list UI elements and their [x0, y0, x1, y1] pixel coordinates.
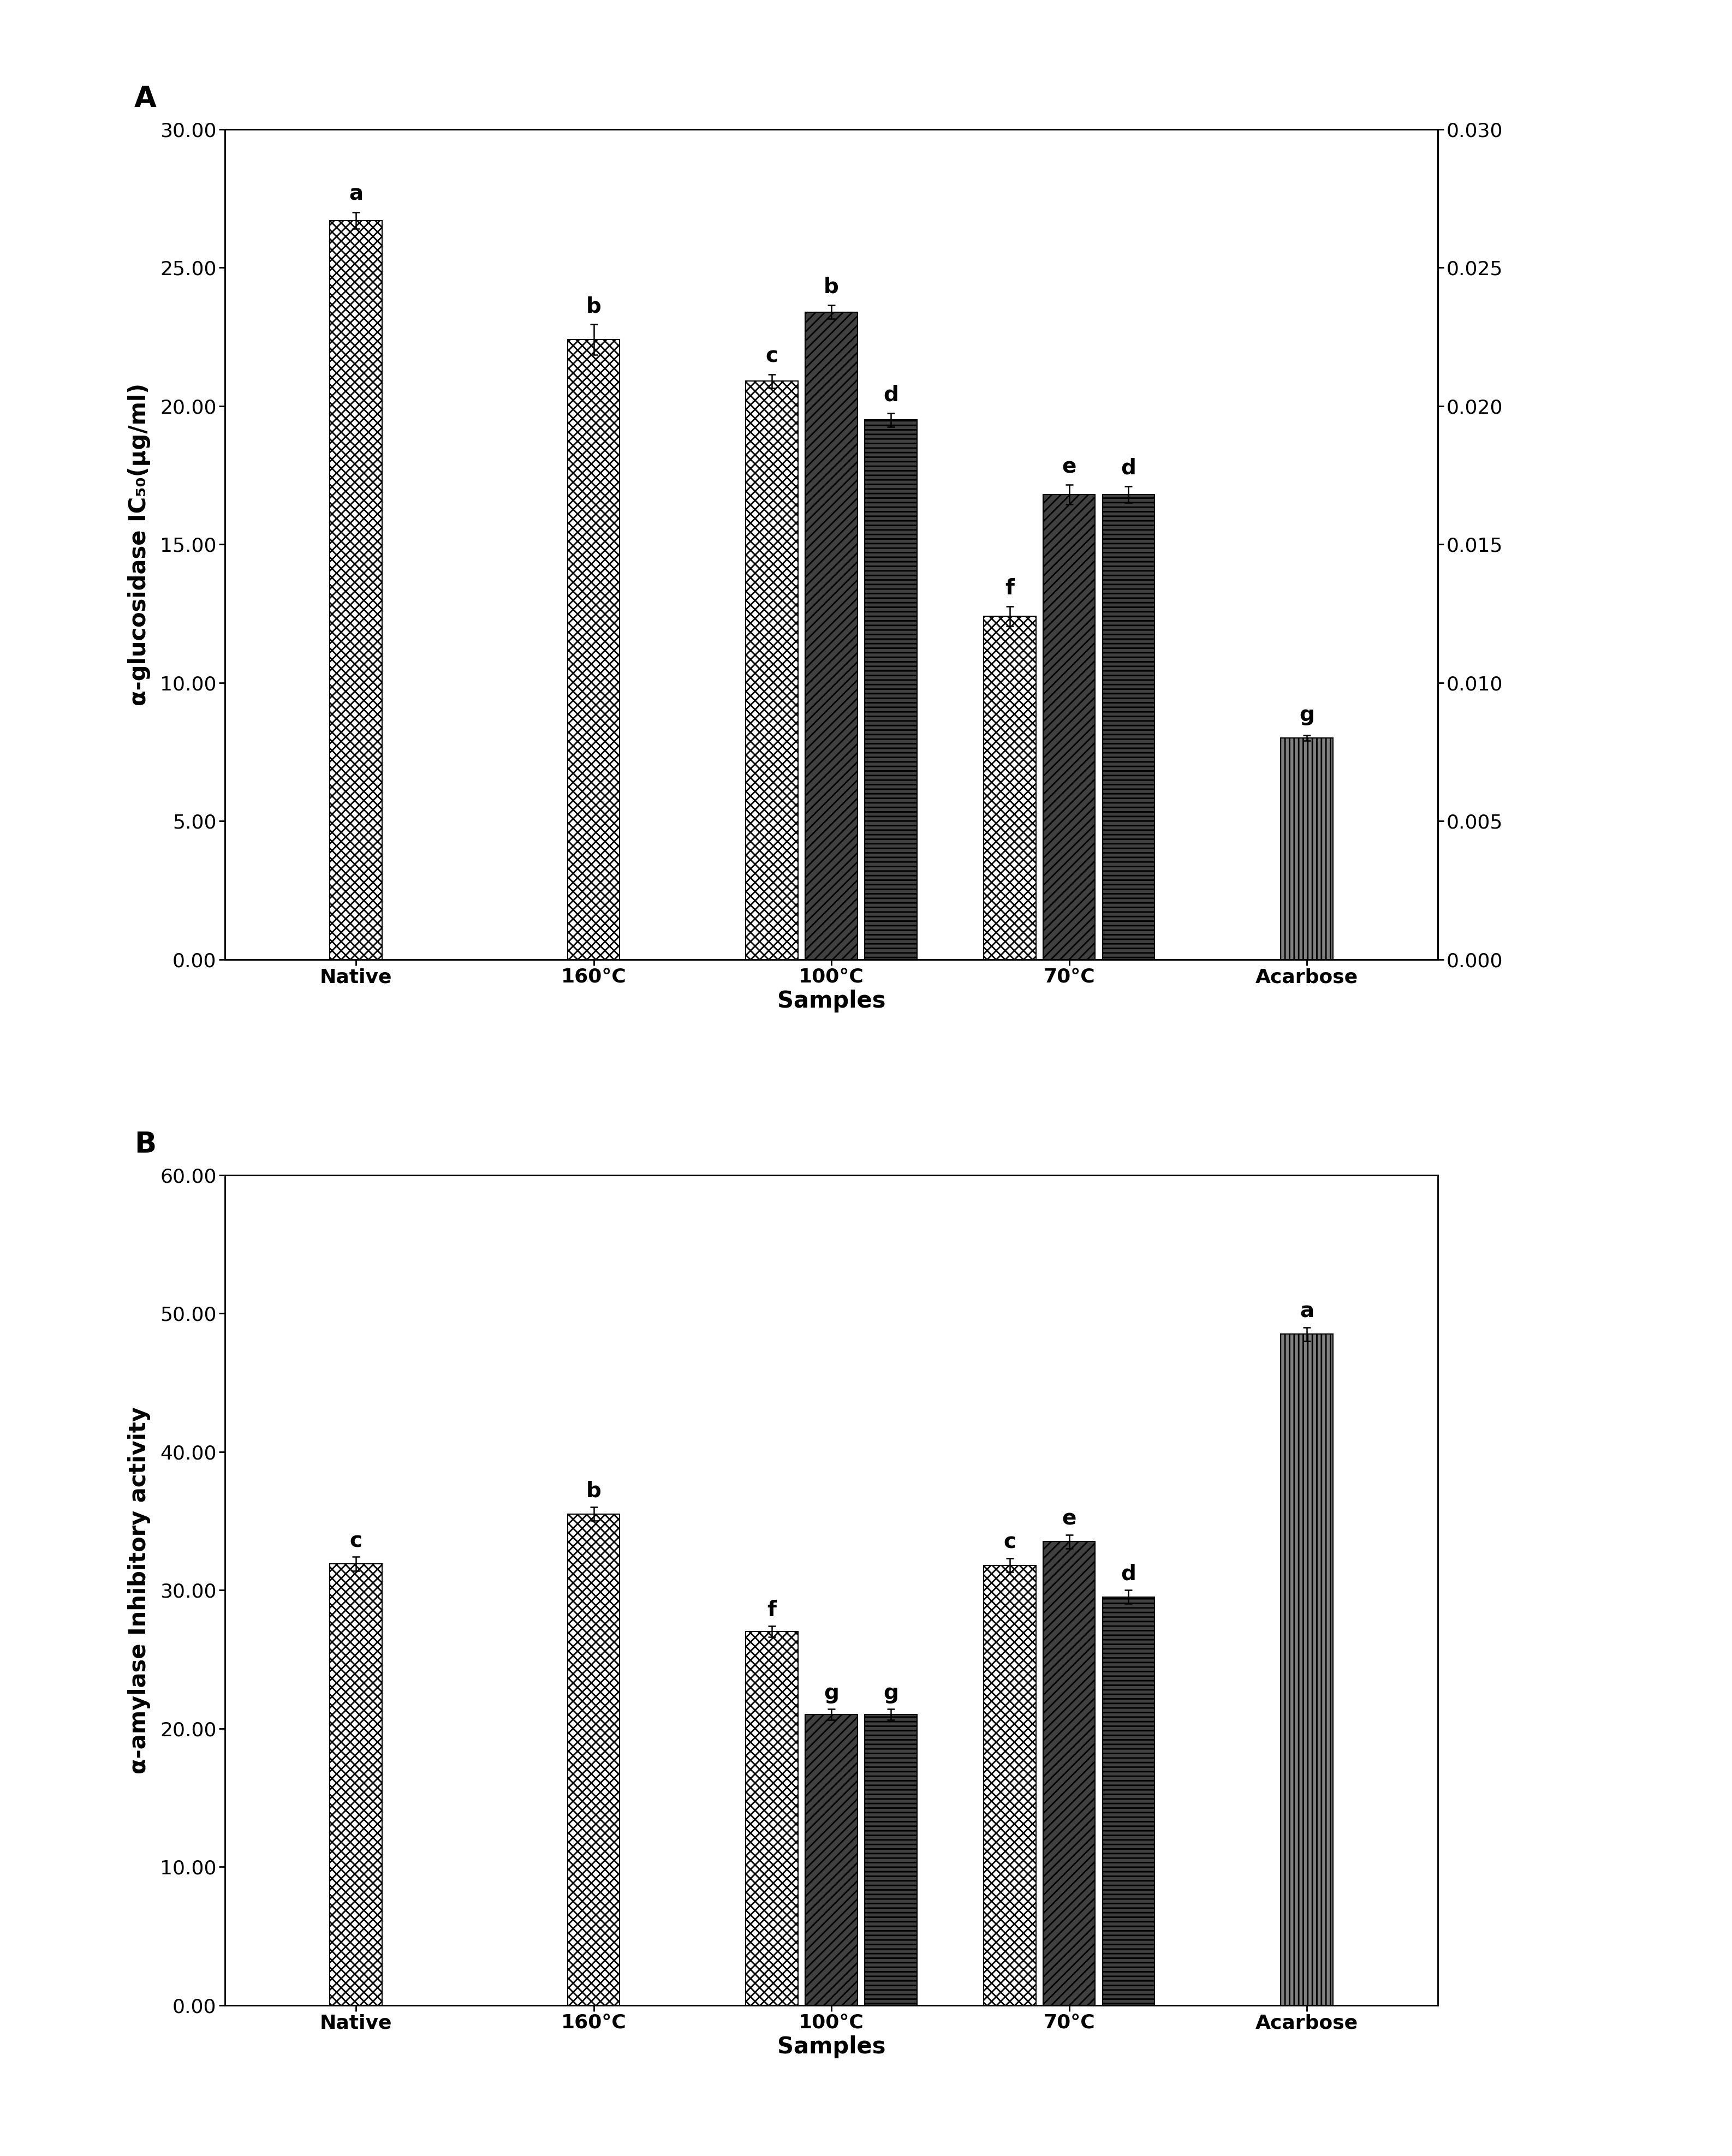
Bar — [984, 617, 1036, 959]
Text: a: a — [348, 183, 364, 205]
Bar — [805, 313, 857, 959]
Bar — [1280, 1335, 1334, 2005]
Bar — [1280, 737, 1334, 959]
Text: c: c — [350, 1531, 362, 1552]
Y-axis label: α-glucosidase IC₅₀(μg/ml): α-glucosidase IC₅₀(μg/ml) — [128, 384, 151, 705]
Bar — [746, 382, 798, 959]
Text: b: b — [585, 295, 601, 317]
Bar — [746, 1632, 798, 2005]
Text: b: b — [824, 276, 838, 298]
Bar — [329, 220, 383, 959]
Text: g: g — [1299, 705, 1315, 727]
Text: c: c — [766, 345, 778, 367]
Y-axis label: α-amylase Inhibitory activity: α-amylase Inhibitory activity — [128, 1406, 151, 1774]
Text: A: A — [135, 84, 156, 112]
Bar — [329, 1563, 383, 2005]
Text: e: e — [1062, 1509, 1076, 1529]
X-axis label: Samples: Samples — [778, 990, 885, 1013]
X-axis label: Samples: Samples — [778, 2035, 885, 2059]
Bar — [805, 1714, 857, 2005]
Bar — [568, 1514, 620, 2005]
Text: f: f — [767, 1600, 776, 1621]
Bar — [1102, 1598, 1155, 2005]
Text: a: a — [1299, 1300, 1315, 1322]
Bar — [1043, 1542, 1095, 2005]
Text: d: d — [883, 384, 899, 405]
Bar — [864, 1714, 916, 2005]
Text: e: e — [1062, 457, 1076, 476]
Bar — [864, 420, 916, 959]
Text: g: g — [883, 1682, 899, 1703]
Bar — [1043, 494, 1095, 959]
Text: d: d — [1121, 1563, 1136, 1585]
Text: f: f — [1005, 578, 1015, 599]
Text: B: B — [135, 1130, 156, 1158]
Text: b: b — [585, 1481, 601, 1501]
Text: c: c — [1003, 1533, 1017, 1552]
Text: d: d — [1121, 457, 1136, 479]
Text: g: g — [824, 1682, 838, 1703]
Bar — [1102, 494, 1155, 959]
Bar — [568, 341, 620, 959]
Bar — [984, 1565, 1036, 2005]
